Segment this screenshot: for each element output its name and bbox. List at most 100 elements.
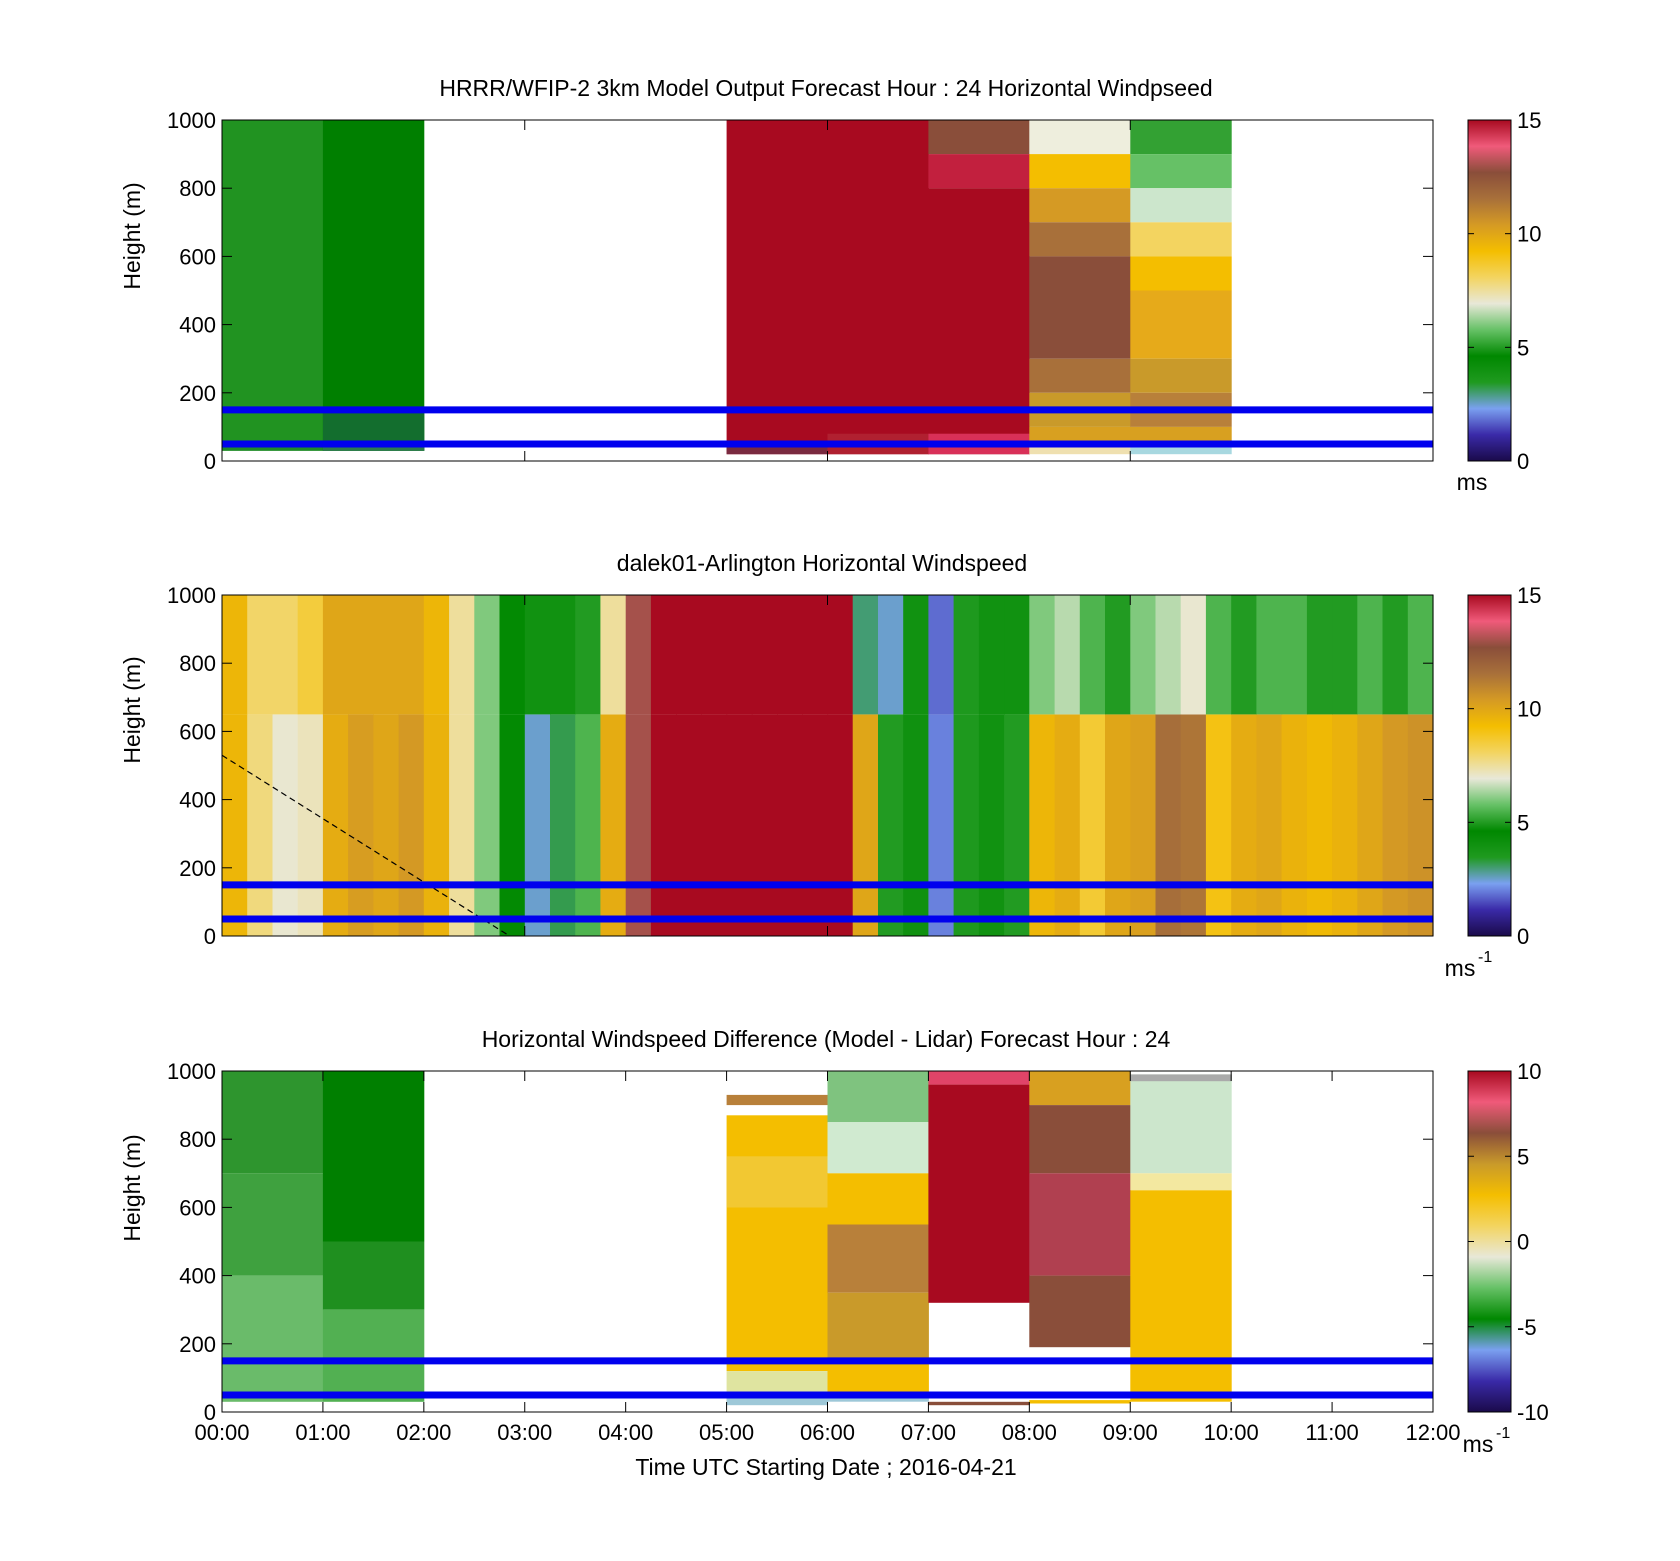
heatmap-cell [978,714,1005,936]
heatmap-cell [726,714,753,936]
heatmap-cell [1054,714,1081,936]
heatmap-cell [1029,1071,1131,1106]
heatmap-cell [499,595,526,715]
panel-lidar-windspeed: dalek01-Arlington Horizontal Windspeed H… [119,550,1541,981]
heatmap-cell [1130,1173,1232,1191]
heatmap-cell [903,714,929,936]
heatmap-cell [827,1224,929,1293]
heatmap-cell [1029,447,1131,455]
heatmap-cell [1256,595,1283,715]
plot-area-lidar: 0 200 400 600 800 1000 [167,583,1434,949]
y-tick-label: 0 [204,449,216,474]
heatmap-cell [398,714,425,936]
heatmap-cell [1382,714,1409,936]
heatmap-cell [322,1071,425,1242]
heatmap-cell [878,714,904,936]
x-tick-label: 12:00 [1405,1420,1460,1445]
heatmap-cell [625,595,652,715]
heatmap-cell [1029,1275,1131,1348]
panel-title-difference: Horizontal Windspeed Difference (Model -… [482,1026,1171,1052]
heatmap-cell [272,714,299,936]
heatmap-cell [474,595,501,715]
heatmap-cell [1029,154,1131,189]
x-tick-label: 06:00 [800,1420,855,1445]
heatmap-cell [726,447,828,455]
heatmap-cell [222,1071,324,1174]
heatmap-cell [1130,154,1232,189]
heatmap-cell [1256,714,1283,936]
heatmap-cell [726,595,753,715]
heatmap-cell [827,714,854,936]
heatmap-cell [1281,595,1308,715]
colorbar-gradient [1467,119,1512,462]
colorbar-gradient [1467,1070,1512,1413]
heatmap-cell [827,120,929,455]
plot-area-model: 0 200 400 600 800 1000 [167,108,1434,474]
heatmap-cell [297,595,324,715]
heatmap-cell [1306,714,1333,936]
ylabel-difference: Height (m) [119,1134,145,1241]
y-tick-label: 400 [179,1264,216,1289]
heatmap-cell [348,714,374,936]
heatmap-cell [1155,714,1182,936]
heatmap-cell [222,595,248,715]
colorbar-tick-label: 5 [1517,1144,1529,1169]
y-tick-label: 1000 [167,108,216,133]
heatmap-cell [1407,595,1434,715]
heatmap-cell [751,595,778,715]
x-tick-label: 04:00 [598,1420,653,1445]
heatmap-cell [373,714,400,936]
colorbar-tick-label: 15 [1517,108,1541,133]
colorbar-tick-label: 5 [1517,810,1529,835]
heatmap-cell [928,1071,1030,1085]
heatmap-cell [222,1275,324,1402]
heatmap-cell [1004,595,1030,715]
colorbar-model: 0 5 10 15 [1467,108,1541,474]
y-tick-label: 800 [179,176,216,201]
heatmap-cell [1130,120,1232,155]
heatmap-cell [1155,595,1182,715]
x-tick-label: 10:00 [1204,1420,1259,1445]
heatmap-cell [1130,1074,1232,1174]
heatmap-cell [1029,1400,1131,1404]
heatmap-cell [1382,595,1409,715]
heatmap-cell [550,595,576,715]
y-tick-label: 200 [179,856,216,881]
heatmap-cell [1407,714,1434,936]
x-tick-label: 08:00 [1002,1420,1057,1445]
heatmap-cell [827,1122,929,1174]
heatmap-cell [1130,1190,1232,1402]
heatmap-cell [524,595,551,715]
heatmap-cell [575,714,601,936]
heatmap-cell [852,595,879,715]
colorbar-tick-label: 0 [1517,1230,1529,1255]
heatmap-cell [827,1360,929,1392]
heatmap-cell [449,714,475,936]
heatmap-cell [1105,595,1131,715]
heatmap-cell [1029,1173,1131,1276]
y-tick-label: 400 [179,313,216,338]
heatmap-cell [650,714,677,936]
y-tick-label: 1000 [167,583,216,608]
colorbar-unit-difference: ms [1463,1431,1494,1457]
heatmap-cell [1029,188,1131,223]
heatmap-cell [499,714,526,936]
heatmap-cell [928,1401,1030,1406]
heatmap-cell [1130,1074,1232,1082]
colorbar-difference: -10 -5 0 5 10 [1467,1059,1549,1425]
heatmap-cell [1332,595,1358,715]
x-tick-label: 09:00 [1103,1420,1158,1445]
colorbar-gradient [1467,594,1512,937]
heatmap-cell [1029,256,1131,359]
heatmap-cell [348,595,374,715]
y-tick-label: 800 [179,651,216,676]
heatmap-cell [322,714,349,936]
heatmap-cell [928,1084,1030,1303]
colorbar-tick-label: -10 [1517,1400,1549,1425]
heatmap-cell [575,595,601,715]
heatmap-cell [1130,714,1157,936]
y-tick-label: 1000 [167,1059,216,1084]
heatmap-cell [827,1292,929,1361]
heatmap-cell [1332,714,1358,936]
